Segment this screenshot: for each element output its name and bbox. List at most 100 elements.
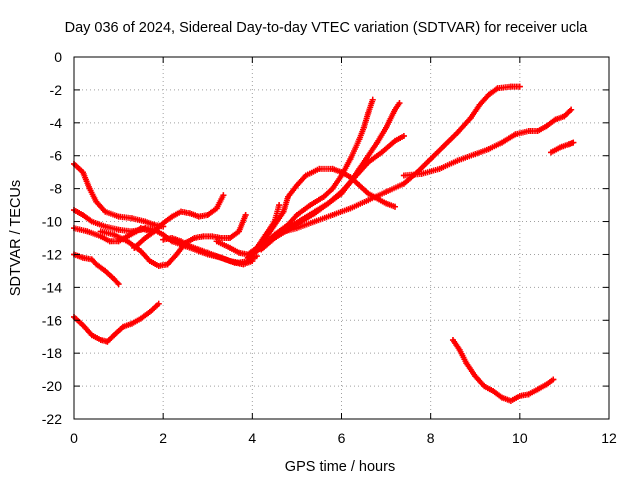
data-point — [516, 83, 523, 90]
y-tick-label: -12 — [42, 246, 62, 262]
data-point — [476, 101, 483, 108]
data-point — [160, 220, 167, 227]
data-point — [311, 218, 318, 225]
data-point — [454, 129, 461, 136]
data-point — [369, 96, 376, 103]
data-point — [472, 151, 479, 158]
data-point — [392, 137, 398, 144]
x-axis-label: GPS time / hours — [285, 459, 395, 475]
data-point — [222, 256, 229, 263]
data-series — [71, 83, 577, 404]
chart-title: Day 036 of 2024, Sidereal Day-to-day VTE… — [65, 20, 589, 36]
data-point — [561, 113, 568, 120]
data-point — [106, 238, 113, 245]
data-point — [298, 216, 305, 223]
data-point — [293, 211, 300, 218]
data-point — [534, 128, 541, 135]
data-point — [360, 124, 367, 131]
y-tick-label: -18 — [42, 345, 62, 361]
data-point — [178, 208, 184, 215]
y-tick-label: -10 — [42, 214, 62, 230]
data-point — [271, 233, 278, 240]
data-point — [93, 198, 100, 205]
data-point — [570, 139, 577, 146]
data-point — [418, 170, 425, 177]
data-point — [86, 185, 93, 192]
data-point — [365, 190, 372, 197]
data-point — [512, 131, 519, 138]
data-point — [347, 205, 354, 212]
y-tick-label: -4 — [50, 115, 63, 131]
data-point — [449, 337, 456, 344]
data-point — [213, 253, 220, 260]
data-point — [79, 322, 86, 329]
data-point — [79, 169, 86, 176]
x-tick-label: 8 — [427, 430, 435, 446]
data-point — [400, 180, 407, 187]
data-point — [227, 235, 234, 241]
data-point — [220, 192, 227, 199]
x-tick-label: 10 — [512, 430, 528, 446]
series-track-10 — [253, 165, 398, 251]
data-point — [499, 394, 505, 401]
y-tick-label: -6 — [50, 148, 63, 164]
data-point — [543, 381, 550, 388]
y-tick-label: -14 — [42, 279, 62, 295]
data-point — [365, 197, 372, 204]
data-point — [285, 193, 291, 200]
series-track-8 — [160, 235, 256, 268]
data-point — [209, 233, 216, 240]
data-point — [88, 218, 95, 225]
data-point — [400, 172, 407, 179]
data-point — [258, 246, 265, 253]
data-point — [151, 228, 158, 235]
data-point — [481, 383, 488, 390]
series-track-15 — [400, 106, 575, 179]
data-point — [356, 182, 363, 189]
data-point — [231, 259, 238, 266]
data-point — [204, 249, 211, 256]
data-point — [441, 142, 448, 149]
data-point — [329, 165, 336, 172]
data-point — [568, 106, 575, 113]
data-point — [111, 276, 118, 283]
data-point — [84, 228, 91, 235]
axis-ticks — [73, 56, 610, 420]
data-point — [338, 172, 345, 179]
data-point — [329, 185, 336, 192]
x-tick-label: 12 — [601, 430, 617, 446]
data-point — [467, 114, 474, 121]
data-point — [88, 332, 95, 339]
y-tick-label: -20 — [42, 378, 62, 394]
data-point — [378, 149, 385, 156]
data-point — [200, 233, 207, 240]
data-point — [146, 309, 153, 316]
data-point — [97, 337, 104, 344]
data-point — [195, 246, 202, 253]
data-point — [88, 256, 95, 263]
data-point — [400, 132, 407, 139]
data-point — [128, 320, 135, 327]
data-point — [97, 228, 104, 235]
data-point — [276, 230, 283, 237]
data-point — [565, 141, 572, 148]
data-point — [490, 388, 497, 395]
data-point — [115, 226, 122, 233]
data-point — [392, 106, 398, 113]
data-point — [347, 156, 354, 163]
data-point — [463, 360, 470, 367]
data-point — [137, 248, 144, 255]
series-track-17 — [449, 337, 557, 404]
y-axis-label: SDTVAR / TECUs — [8, 180, 24, 296]
data-point — [186, 243, 193, 250]
series-track-5 — [71, 300, 162, 345]
data-point — [160, 236, 167, 243]
data-point — [213, 205, 220, 212]
data-point — [525, 391, 532, 398]
data-point — [164, 261, 171, 268]
data-point — [276, 202, 283, 209]
data-point — [115, 281, 122, 288]
data-point — [79, 254, 86, 261]
